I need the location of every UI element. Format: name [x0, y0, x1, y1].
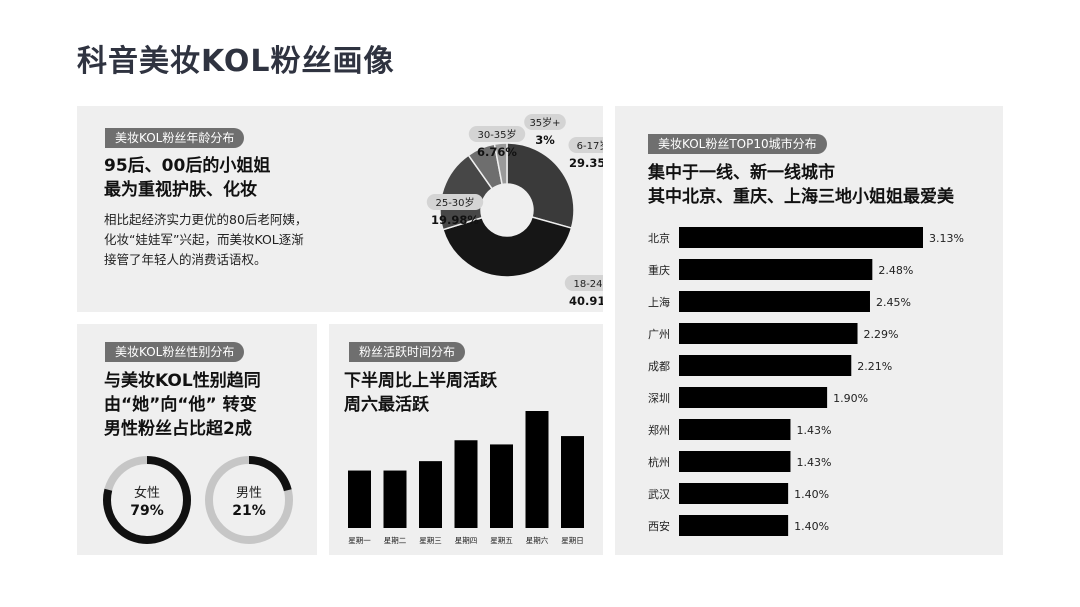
city-category-label: 广州 — [648, 328, 670, 341]
active-bar — [348, 470, 371, 528]
city-value-label: 2.29% — [864, 328, 899, 341]
city-category-label: 武汉 — [648, 488, 670, 501]
age-value-label: 19.98% — [431, 213, 479, 227]
active-day-label: 星期一 — [348, 536, 371, 545]
gender-tag: 美妆KOL粉丝性别分布 — [105, 342, 245, 362]
city-category-label: 郑州 — [648, 423, 670, 437]
city-bar — [679, 227, 923, 248]
city-category-label: 杭州 — [648, 455, 670, 469]
city-value-label: 1.90% — [833, 392, 868, 405]
city-value-label: 1.43% — [796, 456, 831, 469]
age-label-pill — [524, 114, 566, 130]
active-headline-line: 周六最活跃 — [344, 395, 429, 415]
age-description-line: 相比起经济实力更优的80后老阿姨， — [104, 212, 308, 227]
age-category-label: 6-17岁 — [577, 139, 603, 152]
gender-ring-fill — [205, 456, 293, 544]
age-category-label: 25-30岁 — [435, 196, 474, 209]
active-headline: 下半周比上半周活跃 周六最活跃 — [344, 369, 497, 417]
gender-category-label: 女性 — [134, 485, 160, 501]
active-panel: 粉丝活跃时间分布 下半周比上半周活跃 周六最活跃 星期一 星期二 星期三 星期四 星期五… — [329, 324, 603, 555]
age-panel: 美妆KOL粉丝年龄分布 95后、00后的小姐姐 最为重视护肤、化妆 相比起经济实… — [77, 106, 603, 312]
city-bar — [679, 291, 870, 312]
gender-value-label: 21% — [232, 503, 266, 519]
city-value-label: 2.48% — [878, 264, 913, 277]
city-bar — [679, 483, 789, 504]
city-category-label: 上海 — [648, 295, 670, 309]
age-category-label: 18-24岁 — [573, 277, 603, 290]
active-tag: 粉丝活跃时间分布 — [349, 342, 466, 362]
age-category-label: 30-35岁 — [477, 128, 516, 141]
age-value-label: 29.35% — [569, 156, 603, 170]
gender-ring-charts: 女性 79% 男性 21% — [103, 456, 293, 544]
gender-headline: 与美妆KOL性别趋同 由“她”向“他” 转变 男性粉丝占比超2成 — [104, 369, 261, 441]
age-label-pill — [568, 137, 603, 153]
gender-panel: 美妆KOL粉丝性别分布 与美妆KOL性别趋同 由“她”向“他” 转变 男性粉丝占… — [77, 324, 317, 555]
city-category-label: 重庆 — [648, 263, 670, 277]
city-headline: 集中于一线、新一线城市 其中北京、重庆、上海三地小姐姐最爱美 — [648, 161, 954, 209]
city-bar — [679, 355, 852, 376]
age-value-label: 40.91% — [569, 294, 603, 308]
city-value-label: 1.43% — [796, 424, 831, 437]
age-headline: 95后、00后的小姐姐 最为重视护肤、化妆 — [104, 154, 270, 202]
active-bar-chart: 星期一 星期二 星期三 星期四 星期五 星期六 星期日 — [348, 411, 584, 545]
active-day-label: 星期二 — [384, 536, 407, 545]
city-bar — [679, 259, 873, 280]
city-bar — [679, 387, 828, 408]
age-slice — [506, 142, 575, 230]
active-day-label: 星期六 — [526, 535, 549, 545]
age-description-line: 化妆“娃娃军”兴起，而美妆KOL逐渐 — [104, 232, 304, 247]
age-donut-chart: 6-17岁 29.35% 18-24岁 40.91% 25-30岁 19.98% 30-35… — [426, 114, 603, 308]
active-bar — [419, 461, 442, 528]
gender-value-label: 79% — [130, 503, 164, 519]
active-headline-line: 下半周比上半周活跃 — [344, 371, 497, 391]
gender-ring-fill — [103, 456, 191, 544]
gender-headline-line: 与美妆KOL性别趋同 — [104, 371, 261, 391]
city-category-label: 北京 — [648, 231, 670, 245]
city-value-label: 2.21% — [857, 360, 892, 373]
city-bar — [679, 323, 858, 344]
active-day-label: 星期三 — [419, 536, 442, 545]
age-slice — [442, 216, 573, 278]
city-category-label: 成都 — [648, 360, 670, 373]
active-bar — [561, 436, 584, 528]
age-description: 相比起经济实力更优的80后老阿姨， 化妆“娃娃军”兴起，而美妆KOL逐渐 接管了… — [104, 210, 307, 270]
city-panel: 美妆KOL粉丝TOP10城市分布 集中于一线、新一线城市 其中北京、重庆、上海三… — [615, 106, 1003, 555]
city-value-label: 3.13% — [929, 232, 964, 245]
active-day-label: 星期日 — [561, 536, 584, 545]
city-value-label: 2.45% — [876, 296, 911, 309]
city-headline-line: 集中于一线、新一线城市 — [648, 163, 835, 183]
age-label-pill — [564, 275, 603, 291]
active-bar — [525, 411, 549, 528]
city-value-label: 1.40% — [794, 520, 829, 533]
city-bar-chart: 北京 3.13% 重庆 2.48% 上海 2.45% 广州 2.29% 成都 2.21% 深圳 1.9… — [648, 227, 964, 536]
active-bar — [454, 440, 478, 528]
city-bar — [679, 451, 791, 472]
active-bar — [490, 444, 513, 528]
active-bar — [383, 470, 407, 528]
age-tag: 美妆KOL粉丝年龄分布 — [105, 128, 245, 148]
age-label-pill — [426, 194, 484, 210]
age-slice — [493, 142, 508, 186]
active-day-label: 星期五 — [490, 536, 513, 545]
age-label-pill — [468, 126, 526, 142]
city-bar — [679, 515, 789, 536]
age-category-label: 35岁+ — [529, 116, 560, 129]
page-title: 科音美妆KOL粉丝画像 — [77, 44, 395, 79]
age-headline-line: 最为重视护肤、化妆 — [104, 180, 257, 200]
age-value-label: 3% — [535, 133, 555, 147]
age-headline-line: 95后、00后的小姐姐 — [104, 156, 271, 176]
gender-headline-line: 由“她”向“他” 转变 — [104, 395, 257, 415]
city-bar — [679, 419, 791, 440]
active-day-label: 星期四 — [455, 536, 478, 545]
age-value-label: 6.76% — [477, 145, 517, 159]
city-category-label: 西安 — [648, 519, 670, 533]
gender-category-label: 男性 — [236, 486, 262, 501]
city-category-label: 深圳 — [648, 392, 670, 405]
gender-headline-line: 男性粉丝占比超2成 — [104, 419, 252, 439]
age-description-line: 接管了年轻人的消费话语权。 — [104, 252, 267, 267]
city-value-label: 1.40% — [794, 488, 829, 501]
city-headline-line: 其中北京、重庆、上海三地小姐姐最爱美 — [648, 187, 954, 207]
city-tag: 美妆KOL粉丝TOP10城市分布 — [648, 134, 827, 154]
